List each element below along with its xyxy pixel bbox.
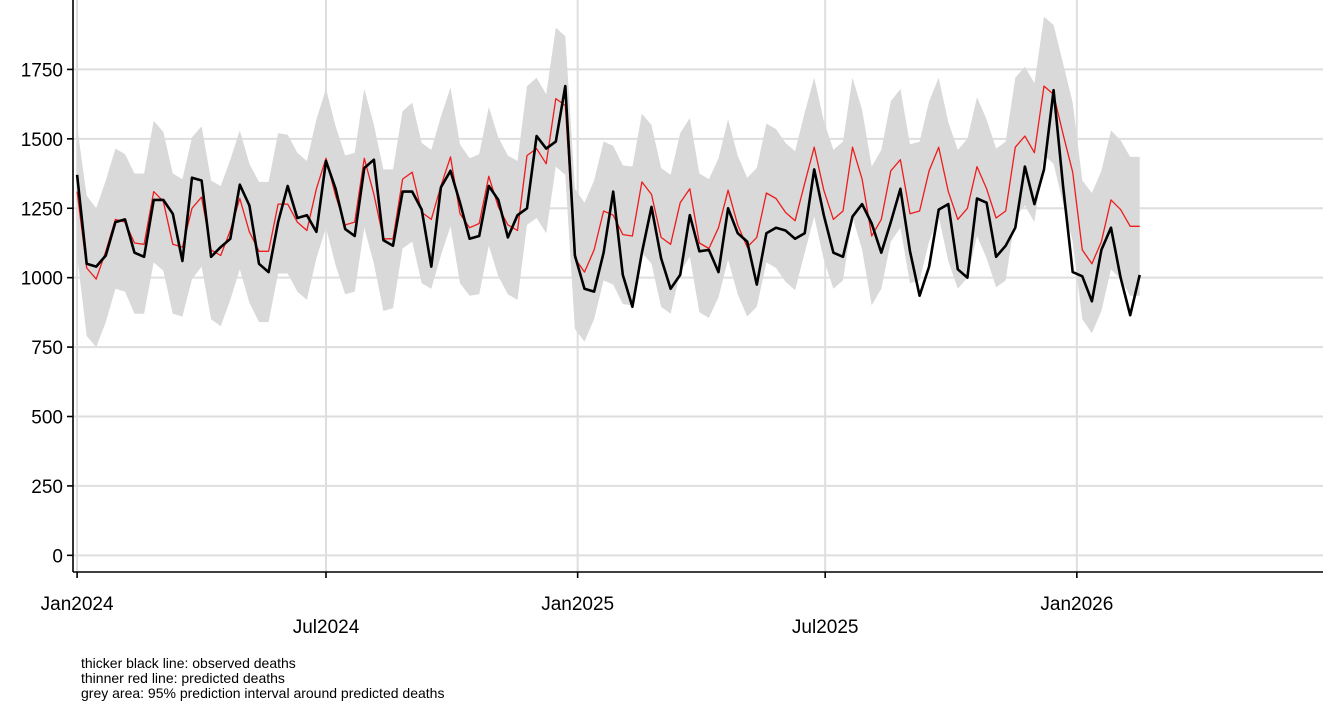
observed-deaths-line — [75, 84, 1141, 317]
prediction-interval-band — [77, 16, 1140, 348]
y-tick-label: 1750 — [21, 60, 63, 81]
y-tick-label: 1000 — [21, 269, 63, 290]
x-tick-label: Jan2025 — [541, 594, 614, 615]
y-tick-label: 500 — [31, 408, 63, 429]
note-observed: thicker black line: observed deaths — [81, 655, 296, 671]
note-interval: grey area: 95% prediction interval aroun… — [81, 685, 445, 701]
x-axis: Jan2024 Jul2024 Jan2025 Jul2025 Jan2026 — [41, 572, 1113, 638]
weekly-deaths-chart: 0 250 500 750 1000 1250 1500 1750 Jan2024 Jul202… — [21, 0, 1323, 638]
y-tick-label: 250 — [31, 477, 63, 498]
x-tick-label: Jul2024 — [293, 617, 360, 638]
note-predicted: thinner red line: predicted deaths — [81, 670, 285, 686]
y-tick-label: 1250 — [21, 199, 63, 220]
y-tick-label: 750 — [31, 338, 63, 359]
y-axis: 0 250 500 750 1000 1250 1500 1750 — [21, 60, 73, 567]
x-tick-label: Jan2024 — [41, 594, 114, 615]
x-tick-label: Jan2026 — [1040, 594, 1113, 615]
y-tick-label: 1500 — [21, 130, 63, 151]
chart-notes: thicker black line: observed deaths thin… — [81, 656, 444, 701]
y-tick-label: 0 — [52, 546, 63, 567]
x-tick-label: Jul2025 — [792, 617, 859, 638]
